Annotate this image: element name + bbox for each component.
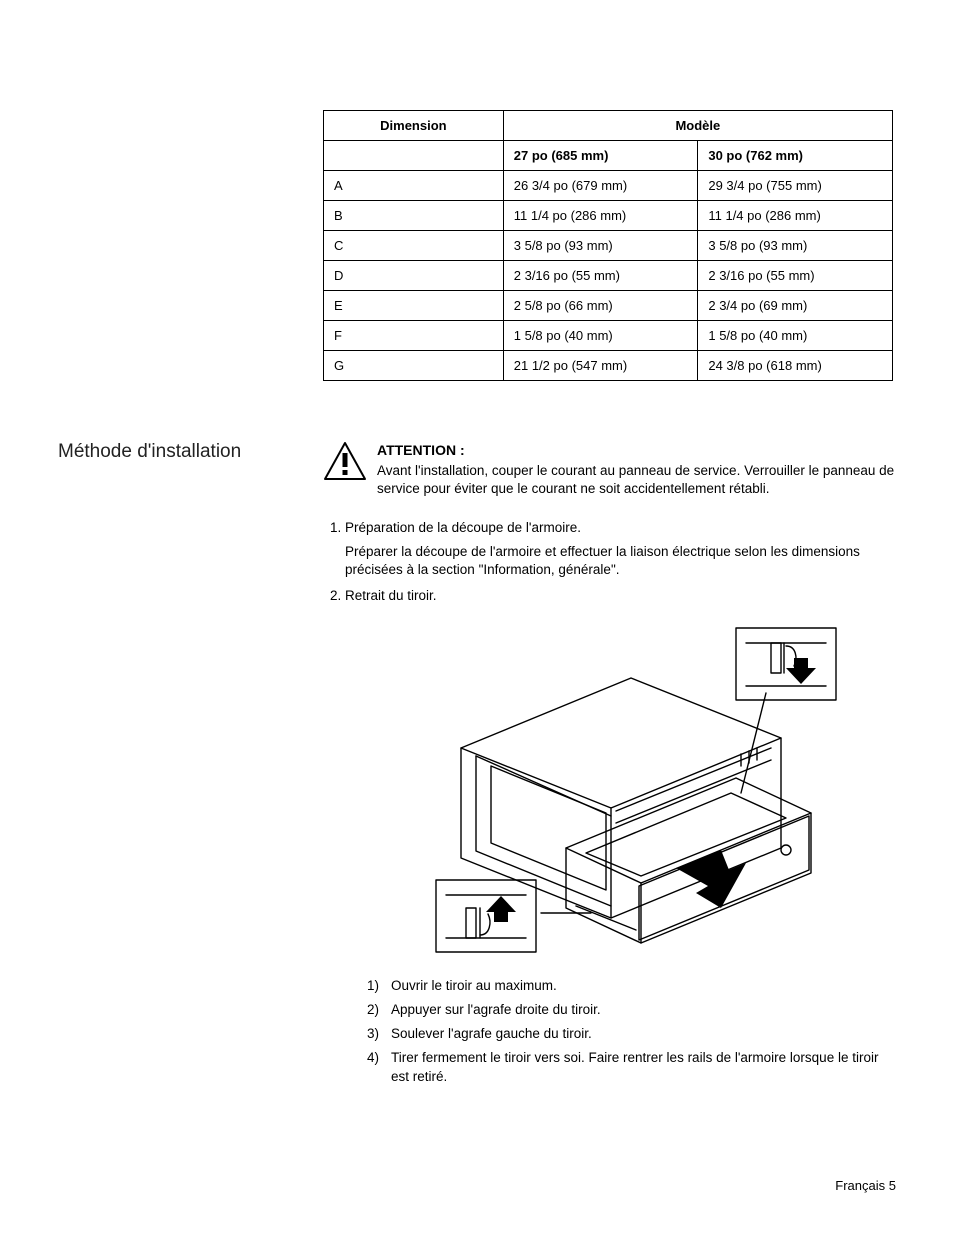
step-1-title: Préparation de la découpe de l'armoire. bbox=[345, 520, 581, 535]
table-row: A26 3/4 po (679 mm)29 3/4 po (755 mm) bbox=[324, 171, 893, 201]
section-title: Méthode d'installation bbox=[58, 441, 241, 462]
substep-4: 4)Tirer fermement le tiroir vers soi. Fa… bbox=[367, 1049, 896, 1085]
step-2-title: Retrait du tiroir. bbox=[345, 588, 437, 603]
table-row: G21 1/2 po (547 mm)24 3/8 po (618 mm) bbox=[324, 351, 893, 381]
warning-icon bbox=[323, 441, 377, 499]
table-row: F1 5/8 po (40 mm)1 5/8 po (40 mm) bbox=[324, 321, 893, 351]
dim-cell: C bbox=[324, 231, 504, 261]
table-subheader-30: 30 po (762 mm) bbox=[698, 141, 893, 171]
substep-1: 1)Ouvrir le tiroir au maximum. bbox=[367, 977, 896, 995]
table-row: C3 5/8 po (93 mm)3 5/8 po (93 mm) bbox=[324, 231, 893, 261]
step-1: Préparation de la découpe de l'armoire. … bbox=[345, 519, 896, 580]
table-row: D2 3/16 po (55 mm)2 3/16 po (55 mm) bbox=[324, 261, 893, 291]
v30-cell: 1 5/8 po (40 mm) bbox=[698, 321, 893, 351]
v27-cell: 21 1/2 po (547 mm) bbox=[503, 351, 698, 381]
substep-4-text: Tirer fermement le tiroir vers soi. Fair… bbox=[391, 1049, 896, 1085]
v30-cell: 3 5/8 po (93 mm) bbox=[698, 231, 893, 261]
v30-cell: 24 3/8 po (618 mm) bbox=[698, 351, 893, 381]
substep-1-text: Ouvrir le tiroir au maximum. bbox=[391, 977, 557, 995]
dimensions-table: Dimension Modèle 27 po (685 mm) 30 po (7… bbox=[323, 110, 893, 381]
drawer-removal-diagram bbox=[345, 618, 896, 963]
v30-cell: 2 3/16 po (55 mm) bbox=[698, 261, 893, 291]
dim-cell: E bbox=[324, 291, 504, 321]
substep-2-text: Appuyer sur l'agrafe droite du tiroir. bbox=[391, 1001, 601, 1019]
attention-label: ATTENTION : bbox=[377, 442, 465, 458]
dim-cell: A bbox=[324, 171, 504, 201]
footer-language: Français bbox=[835, 1178, 885, 1193]
table-empty-cell bbox=[324, 141, 504, 171]
table-header-model: Modèle bbox=[503, 111, 892, 141]
substep-2: 2)Appuyer sur l'agrafe droite du tiroir. bbox=[367, 1001, 896, 1019]
dim-cell: B bbox=[324, 201, 504, 231]
v27-cell: 3 5/8 po (93 mm) bbox=[503, 231, 698, 261]
footer-page-number: 5 bbox=[889, 1178, 896, 1193]
dim-cell: D bbox=[324, 261, 504, 291]
dim-cell: F bbox=[324, 321, 504, 351]
v27-cell: 1 5/8 po (40 mm) bbox=[503, 321, 698, 351]
v30-cell: 2 3/4 po (69 mm) bbox=[698, 291, 893, 321]
table-row: E2 5/8 po (66 mm)2 3/4 po (69 mm) bbox=[324, 291, 893, 321]
v30-cell: 11 1/4 po (286 mm) bbox=[698, 201, 893, 231]
v27-cell: 26 3/4 po (679 mm) bbox=[503, 171, 698, 201]
attention-body: Avant l'installation, couper le courant … bbox=[377, 462, 896, 498]
dim-cell: G bbox=[324, 351, 504, 381]
v27-cell: 11 1/4 po (286 mm) bbox=[503, 201, 698, 231]
table-header-dimension: Dimension bbox=[324, 111, 504, 141]
v27-cell: 2 3/16 po (55 mm) bbox=[503, 261, 698, 291]
v27-cell: 2 5/8 po (66 mm) bbox=[503, 291, 698, 321]
substep-3: 3)Soulever l'agrafe gauche du tiroir. bbox=[367, 1025, 896, 1043]
step-2: Retrait du tiroir. bbox=[345, 587, 896, 1086]
substep-3-text: Soulever l'agrafe gauche du tiroir. bbox=[391, 1025, 592, 1043]
table-row: B11 1/4 po (286 mm)11 1/4 po (286 mm) bbox=[324, 201, 893, 231]
table-subheader-27: 27 po (685 mm) bbox=[503, 141, 698, 171]
step-1-body: Préparer la découpe de l'armoire et effe… bbox=[345, 543, 896, 579]
v30-cell: 29 3/4 po (755 mm) bbox=[698, 171, 893, 201]
